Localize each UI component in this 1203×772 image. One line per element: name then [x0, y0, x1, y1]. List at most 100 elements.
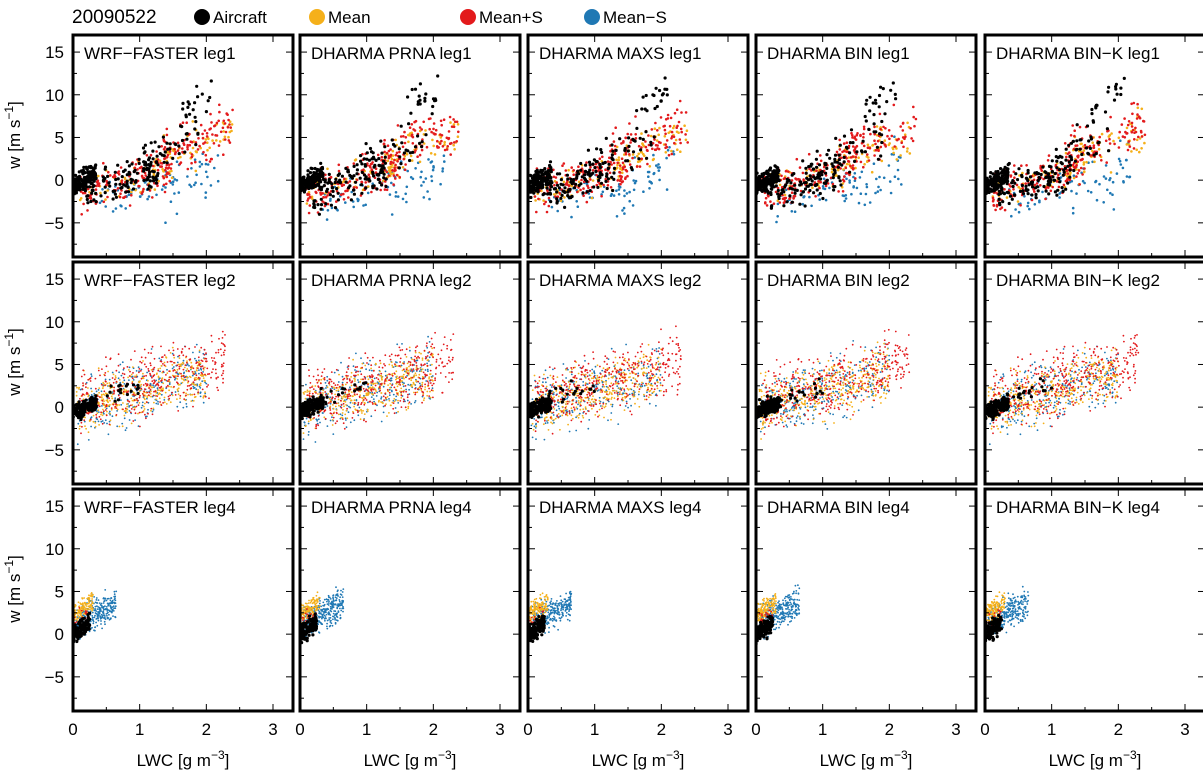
scatter-point: [204, 191, 208, 194]
chart-header: 20090522 Aircraft Mean Mean+S Mean−S: [72, 7, 667, 28]
scatter-point: [124, 412, 127, 414]
scatter-point: [85, 386, 87, 389]
scatter-point: [204, 153, 208, 157]
scatter-point: [141, 190, 144, 193]
scatter-point: [664, 143, 667, 146]
scatter-point: [159, 367, 162, 370]
scatter-point: [660, 93, 665, 97]
scatter-point: [155, 154, 159, 158]
scatter-point: [404, 136, 408, 139]
scatter-point: [1064, 147, 1068, 151]
scatter-point: [876, 157, 881, 161]
scatter-point: [83, 420, 86, 423]
scatter-point: [92, 414, 95, 417]
scatter-point: [375, 187, 379, 191]
panel-title: DHARMA BIN leg1: [767, 44, 910, 63]
scatter-point: [319, 207, 323, 211]
scatter-point: [120, 175, 124, 179]
scatter-point: [163, 150, 167, 154]
scatter-point: [1075, 123, 1079, 127]
scatter-point: [1111, 193, 1114, 196]
scatter-point: [151, 410, 154, 413]
scatter-point: [334, 177, 338, 181]
scatter-point: [992, 204, 996, 207]
scatter-point: [158, 357, 161, 360]
scatter-point: [103, 191, 107, 195]
scatter-point: [157, 403, 160, 405]
legend-label: Aircraft: [213, 8, 267, 27]
scatter-point: [645, 148, 649, 152]
scatter-point: [192, 381, 195, 383]
scatter-point: [151, 196, 154, 199]
scatter-point: [865, 98, 869, 102]
scatter-point: [406, 169, 410, 173]
scatter-point: [422, 196, 426, 199]
scatter-point: [1092, 144, 1096, 147]
scatter-point: [192, 383, 195, 385]
scatter-point: [147, 394, 150, 397]
scatter-point: [655, 139, 659, 142]
scatter-point: [548, 191, 552, 195]
scatter-point: [638, 136, 642, 140]
scatter-point: [1136, 106, 1140, 110]
scatter-point: [809, 177, 813, 181]
scatter-point: [217, 144, 221, 147]
scatter-point: [659, 99, 663, 103]
scatter-point: [105, 356, 107, 359]
scatter-point: [163, 361, 166, 364]
scatter-point: [902, 145, 905, 149]
scatter-point: [171, 394, 174, 397]
scatter-point: [202, 367, 205, 370]
scatter-point: [211, 340, 213, 343]
scatter-point: [874, 101, 878, 105]
scatter-point: [589, 165, 592, 169]
scatter-point: [87, 165, 91, 169]
scatter-point: [78, 198, 82, 202]
scatter-point: [640, 146, 643, 149]
scatter-point: [624, 136, 627, 140]
scatter-point: [658, 178, 661, 182]
scatter-point: [628, 199, 631, 203]
scatter-point: [1013, 193, 1017, 197]
scatter-point: [1128, 145, 1132, 148]
scatter-point: [99, 374, 101, 377]
scatter-point: [165, 182, 168, 186]
scatter-point: [179, 155, 182, 159]
scatter-point: [95, 184, 98, 188]
scatter-point: [534, 199, 537, 202]
scatter-point: [873, 98, 878, 102]
scatter-point: [548, 188, 552, 192]
scatter-point: [191, 371, 194, 373]
scatter-point: [149, 382, 152, 385]
scatter-point: [831, 176, 835, 180]
scatter-point: [642, 190, 645, 193]
scatter-point: [387, 149, 391, 153]
scatter-point: [102, 161, 105, 165]
scatter-point: [565, 173, 570, 177]
scatter-point: [131, 404, 134, 406]
scatter-point: [581, 191, 585, 195]
scatter-point: [329, 203, 333, 207]
scatter-point: [218, 110, 221, 114]
scatter-point: [102, 398, 105, 401]
scatter-point: [776, 166, 780, 170]
scatter-point: [350, 176, 354, 180]
scatter-point: [213, 166, 216, 170]
scatter-point: [1138, 150, 1141, 154]
scatter-point: [666, 148, 670, 152]
scatter-point: [135, 405, 138, 408]
panel-points: [756, 81, 918, 224]
scatter-point: [1066, 181, 1070, 185]
scatter-point: [605, 186, 609, 191]
scatter-point: [136, 168, 139, 171]
scatter-point: [98, 387, 101, 389]
scatter-point: [177, 387, 180, 390]
scatter-point: [821, 196, 825, 201]
scatter-point: [873, 132, 876, 136]
scatter-point: [857, 201, 861, 205]
scatter-point: [89, 380, 92, 382]
scatter-point: [81, 185, 85, 189]
scatter-point: [301, 186, 305, 190]
scatter-point: [180, 372, 182, 375]
